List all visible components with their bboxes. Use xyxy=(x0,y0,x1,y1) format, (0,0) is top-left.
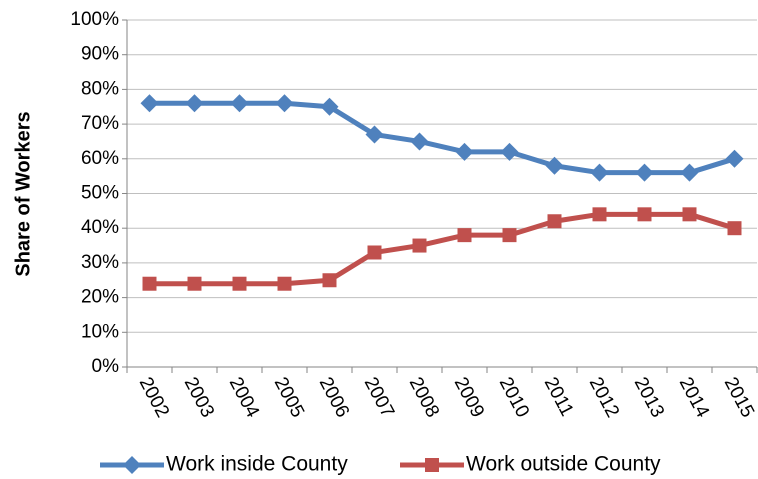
point xyxy=(682,207,697,222)
point xyxy=(637,207,652,222)
point xyxy=(140,94,159,113)
x-tick-label: 2006 xyxy=(315,374,353,421)
x-tick-label: 2013 xyxy=(630,374,668,421)
point xyxy=(123,456,141,474)
y-tick-label: 30% xyxy=(81,252,119,273)
y-tick-label: 80% xyxy=(81,78,119,99)
point xyxy=(187,276,202,291)
y-tick-label: 20% xyxy=(81,287,119,308)
y-tick-label: 60% xyxy=(81,148,119,169)
x-tick-label: 2014 xyxy=(675,374,714,422)
x-tick-label: 2004 xyxy=(225,374,264,422)
point xyxy=(455,142,474,161)
x-tick-label: 2012 xyxy=(585,374,623,421)
point xyxy=(410,132,429,151)
x-tick-label: 2002 xyxy=(135,374,173,421)
y-tick-label: 50% xyxy=(81,183,119,204)
point xyxy=(725,149,744,168)
x-tick-label: 2015 xyxy=(720,374,758,421)
point xyxy=(727,221,742,236)
y-tick-label: 0% xyxy=(92,356,120,377)
point xyxy=(547,214,562,229)
x-tick-label: 2007 xyxy=(360,374,398,421)
point xyxy=(365,125,384,144)
series-line xyxy=(149,100,736,176)
x-tick-label: 2003 xyxy=(180,374,218,421)
x-tick-label: 2008 xyxy=(405,374,443,421)
point xyxy=(502,228,517,243)
point xyxy=(592,207,607,222)
point xyxy=(232,276,247,291)
point xyxy=(545,156,564,175)
point xyxy=(142,276,157,291)
point xyxy=(457,228,472,243)
x-tick-label: 2009 xyxy=(450,374,488,421)
x-tick-label: 2010 xyxy=(495,374,533,421)
point xyxy=(277,276,292,291)
point xyxy=(635,163,654,182)
point xyxy=(320,97,339,116)
point xyxy=(275,94,294,113)
y-tick-label: 90% xyxy=(81,44,119,65)
point xyxy=(500,142,519,161)
point xyxy=(185,94,204,113)
point xyxy=(425,458,439,472)
y-tick-label: 100% xyxy=(70,9,119,30)
legend-item: Work outside County xyxy=(400,453,661,476)
y-tick-label: 40% xyxy=(81,217,119,238)
point xyxy=(412,238,427,253)
y-tick-label: 10% xyxy=(81,321,119,342)
point xyxy=(322,273,337,288)
point xyxy=(367,245,382,260)
point xyxy=(680,163,699,182)
legend-item: Work inside County xyxy=(100,453,348,476)
point xyxy=(590,163,609,182)
x-tick-label: 2011 xyxy=(540,374,578,420)
x-tick-label: 2005 xyxy=(270,374,308,421)
point xyxy=(230,94,249,113)
series-line xyxy=(149,211,736,287)
legend-label: Work outside County xyxy=(466,453,661,476)
y-tick-label: 70% xyxy=(81,113,119,134)
y-axis-title: Share of Workers xyxy=(12,111,34,276)
legend-label: Work inside County xyxy=(166,453,348,476)
